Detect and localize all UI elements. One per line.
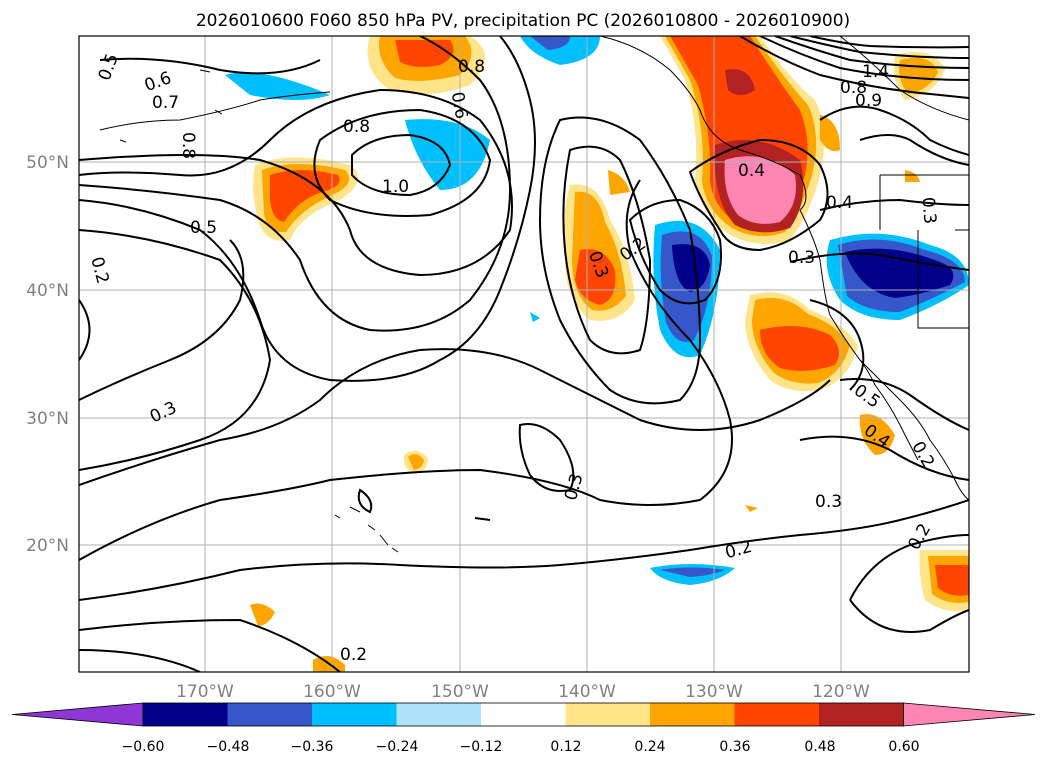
- graticule: [79, 36, 969, 672]
- contour-label: 0.5: [190, 218, 217, 238]
- colorbar-extend-low: [11, 702, 144, 727]
- colorbar-segment: [143, 703, 228, 726]
- contour-label: 0.7: [152, 93, 179, 113]
- colorbar-outline: [142, 702, 904, 727]
- contour-label: 0.9: [855, 91, 882, 111]
- lon-label: 140°W: [558, 682, 616, 702]
- colorbar-tick: 0.48: [804, 739, 835, 755]
- lon-label: 150°W: [431, 682, 489, 702]
- figure-title: 2026010600 F060 850 hPa PV, precipitatio…: [196, 11, 850, 31]
- map-frame: [78, 35, 970, 673]
- lon-label: 130°W: [685, 682, 743, 702]
- lat-label: 40°N: [26, 281, 69, 301]
- colorbar-segments: [11, 702, 1036, 727]
- colorbar-tick: 0.36: [719, 739, 750, 755]
- colorbar-tick: 0.24: [634, 739, 665, 755]
- colorbar-segment: [819, 703, 904, 726]
- colorbar-segment: [227, 703, 313, 726]
- colorbar-tick: −0.36: [291, 739, 334, 755]
- colorbar-tick: −0.48: [207, 739, 250, 755]
- colorbar-segment: [734, 703, 820, 726]
- colorbar-segment: [396, 703, 482, 726]
- contour-label: 0.3: [917, 196, 939, 225]
- colorbar-segment: [481, 703, 566, 726]
- longitude-labels: 170°W 160°W 150°W 140°W 130°W 120°W: [176, 682, 870, 702]
- colorbar-segment: [312, 703, 397, 726]
- colorbar-tick: 0.12: [550, 739, 581, 755]
- colorbar-extend-high: [903, 702, 1036, 727]
- lon-label: 160°W: [303, 682, 361, 702]
- colorbar: −0.60 −0.48 −0.36 −0.24 −0.12 0.12 0.24 …: [11, 702, 1036, 755]
- colorbar-segment: [565, 703, 651, 726]
- colorbar-tick: 0.60: [888, 739, 919, 755]
- contour-label: 0.3: [815, 492, 842, 512]
- colorbar-tick: −0.60: [122, 739, 165, 755]
- lat-label: 50°N: [26, 153, 69, 173]
- contour-label: 0.8: [343, 117, 370, 137]
- colorbar-segment: [650, 703, 735, 726]
- lon-label: 120°W: [812, 682, 870, 702]
- contour-label: 0.2: [340, 645, 367, 665]
- pv-contours: [79, 36, 969, 672]
- lat-label: 30°N: [26, 409, 69, 429]
- lon-label: 170°W: [176, 682, 234, 702]
- contour-label: 0.8: [840, 78, 867, 98]
- contour-label: 1.4: [862, 62, 889, 82]
- precip-field: [225, 36, 969, 672]
- colorbar-tick: −0.12: [460, 739, 503, 755]
- contour-label: 0.6: [447, 90, 471, 120]
- contour-label: 0.4: [738, 161, 765, 181]
- map-panel: 1.4 1.0 0.9 0.8 0.8 0.8 0.8 0.7 0.6 0.6 …: [26, 35, 970, 702]
- contour-label: 1.0: [382, 177, 409, 197]
- lat-label: 20°N: [26, 536, 69, 556]
- contour-label: 0.8: [458, 57, 485, 77]
- latitude-labels: 50°N 40°N 30°N 20°N: [26, 153, 69, 556]
- contour-label: 0.3: [788, 248, 815, 268]
- contour-label: 0.8: [178, 132, 198, 159]
- colorbar-tick: −0.24: [376, 739, 419, 755]
- colorbar-ticks: −0.60 −0.48 −0.36 −0.24 −0.12 0.12 0.24 …: [122, 739, 920, 755]
- contour-label: 0.4: [826, 193, 853, 213]
